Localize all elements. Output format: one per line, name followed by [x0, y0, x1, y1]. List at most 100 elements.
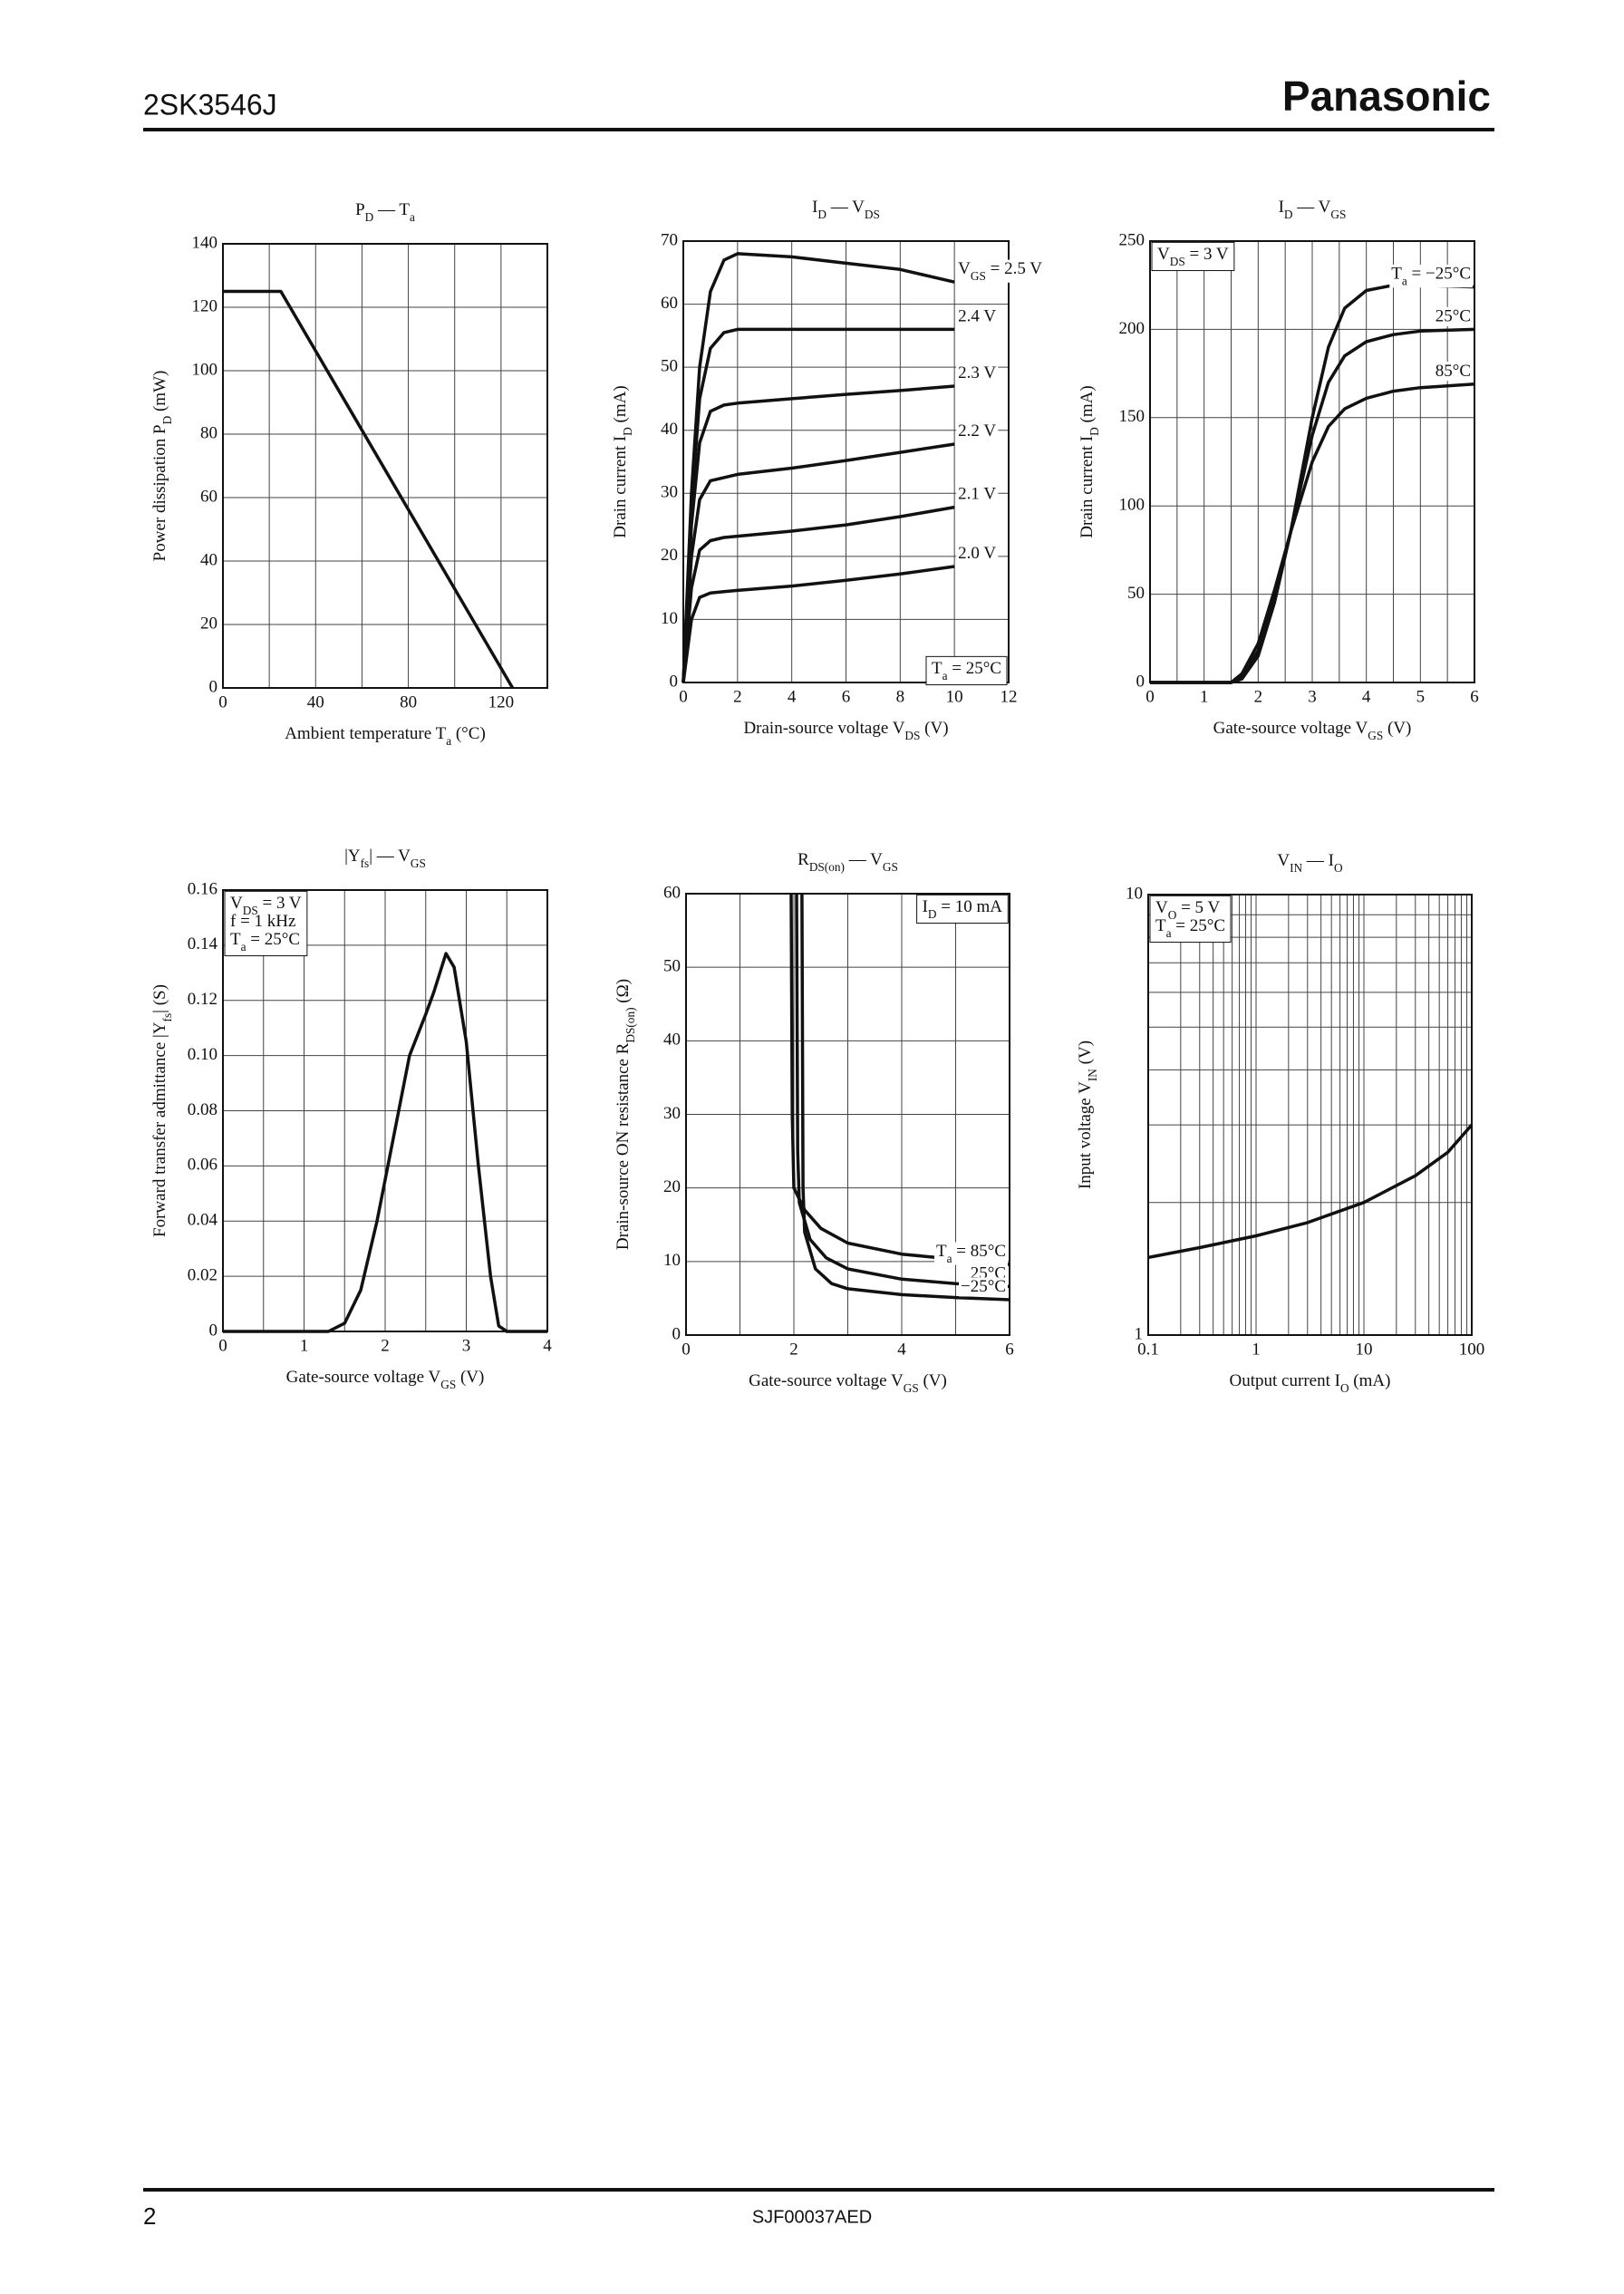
series-label: 25°C — [1436, 307, 1471, 326]
x-axis-label: Gate-source voltage VGS (V) — [749, 1371, 947, 1394]
x-axis-label-sub: a — [446, 734, 451, 748]
y-tick-label: 0.04 — [188, 1211, 218, 1230]
chart-title-sub: GS — [1330, 208, 1346, 221]
y-tick-label: 0.08 — [188, 1100, 218, 1119]
y-tick-label: 60 — [663, 883, 681, 902]
y-tick-label: 50 — [663, 957, 681, 976]
annotation-part: T — [1155, 916, 1166, 935]
annotation-part: = 10 mA — [937, 897, 1003, 916]
x-tick-label: 0 — [682, 1340, 691, 1359]
y-tick-label: 60 — [200, 487, 218, 506]
y-axis-label: Drain current ID (mA) — [1078, 385, 1100, 537]
chart-title-sub: D — [365, 210, 374, 224]
y-tick-label: 0.16 — [188, 879, 218, 898]
y-axis-label-part: Power dissipation P — [150, 424, 169, 561]
plot-frame — [682, 240, 1010, 683]
y-axis-label-sub: DS(on) — [624, 1007, 637, 1042]
y-tick-label: 40 — [661, 420, 678, 439]
label-background — [956, 259, 1045, 283]
y-axis-label: Power dissipation PD (mW) — [150, 371, 173, 562]
doc-code: SJF00037AED — [752, 2207, 872, 2227]
data-line — [223, 289, 515, 689]
x-tick-label: 1 — [1252, 1340, 1261, 1359]
label-background — [959, 1277, 1008, 1297]
annotation-sub: D — [928, 907, 937, 921]
y-tick-label: 70 — [661, 230, 678, 249]
chart-title-part: — V — [1293, 198, 1331, 217]
y-tick-label: 40 — [200, 550, 218, 569]
y-tick-label: 20 — [661, 546, 678, 565]
y-tick-label: 0 — [209, 1321, 218, 1340]
y-axis-label: Drain-source ON resistance RDS(on) (Ω) — [614, 979, 636, 1250]
y-axis-label-part: (mA) — [1078, 385, 1097, 427]
series-label-part: 25°C — [1436, 307, 1471, 326]
y-tick-label: 150 — [1119, 407, 1146, 426]
x-tick-label: 3 — [1308, 687, 1317, 706]
x-tick-label: 1 — [1200, 687, 1209, 706]
series-label-part: = 85°C — [952, 1242, 1007, 1261]
series-label-sub: GS — [971, 269, 986, 283]
series-label: −25°C — [961, 1277, 1006, 1296]
label-background — [1389, 265, 1473, 288]
x-tick-label: 5 — [1416, 687, 1426, 706]
label-background — [1433, 306, 1473, 326]
series-label: 2.0 V — [958, 544, 996, 563]
x-tick-label: 6 — [1005, 1340, 1014, 1359]
x-axis-label-part: (mA) — [1349, 1371, 1391, 1390]
chart-title-sub: a — [410, 210, 415, 224]
x-tick-label: 2 — [733, 687, 742, 706]
series-label-sub: a — [1402, 274, 1407, 287]
annotation-box — [925, 655, 1008, 686]
annotation-sub: DS — [243, 904, 258, 917]
y-tick-label: 0 — [209, 677, 218, 696]
annotation: Ta = 25°C — [1155, 916, 1225, 939]
plot-frame — [685, 893, 1010, 1336]
y-tick-label: 30 — [663, 1104, 681, 1123]
plot-frame — [1149, 240, 1475, 683]
annotation-part: = 25°C — [948, 659, 1002, 678]
annotation-part: = 3 V — [258, 894, 302, 913]
chart-title-part: V — [1277, 851, 1290, 870]
plot-background — [1148, 895, 1472, 1335]
x-tick-label: 0.1 — [1137, 1340, 1159, 1359]
chart-title-part: — I — [1302, 851, 1334, 870]
y-axis-label-sub: fs — [160, 1013, 174, 1022]
series-label: 2.2 V — [958, 421, 996, 440]
series-label-part: 2.4 V — [958, 307, 996, 326]
y-tick-label: 200 — [1119, 319, 1146, 338]
series-label: Ta = 85°C — [936, 1242, 1006, 1264]
chart-title-part: | — V — [369, 847, 411, 866]
y-axis-label-part: (mW) — [150, 371, 169, 416]
x-axis-label-sub: O — [1340, 1381, 1349, 1395]
series-label-part: 2.0 V — [958, 544, 996, 563]
annotation: f = 1 kHz — [230, 912, 295, 931]
chart-title-sub: DS — [865, 208, 880, 221]
annotation-sub: a — [942, 669, 948, 682]
annotation-part: T — [230, 930, 241, 949]
y-axis-label-sub: D — [621, 427, 634, 436]
y-tick-label: 0 — [1136, 672, 1146, 691]
series-label-part: T — [936, 1242, 947, 1261]
y-tick-label: 0.10 — [188, 1045, 218, 1064]
y-tick-label: 100 — [192, 360, 218, 379]
annotation: Ta = 25°C — [932, 659, 1001, 682]
y-tick-label: 30 — [661, 483, 678, 502]
annotation-sub: DS — [1170, 255, 1185, 268]
chart-title-part: P — [355, 200, 365, 219]
series-label: 85°C — [1436, 362, 1471, 381]
y-tick-label: 0.02 — [188, 1265, 218, 1284]
y-tick-label: 10 — [663, 1251, 681, 1270]
annotation: Ta = 25°C — [230, 930, 300, 953]
x-tick-label: 80 — [400, 692, 417, 711]
x-axis-label: Gate-source voltage VGS (V) — [286, 1368, 485, 1390]
data-line — [682, 384, 955, 683]
x-tick-label: 120 — [488, 692, 515, 711]
annotation-part: T — [932, 659, 942, 678]
x-axis-label-part: Gate-source voltage V — [1213, 719, 1368, 738]
annotation: VO = 5 V — [1155, 898, 1220, 921]
x-axis-label: Gate-source voltage VGS (V) — [1213, 719, 1412, 741]
annotation-part: = 25°C — [246, 930, 301, 949]
y-tick-label: 50 — [1127, 584, 1145, 603]
x-tick-label: 4 — [788, 687, 797, 706]
label-background — [956, 363, 999, 383]
